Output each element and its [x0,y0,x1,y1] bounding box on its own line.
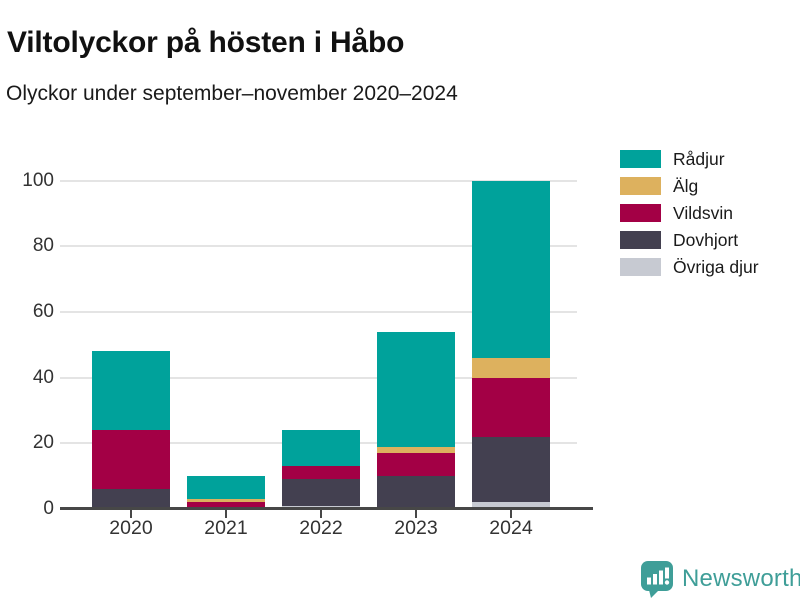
bar-segment-2020-Dovhjort [92,489,170,509]
bar-segment-2022-Rådjur [282,430,360,467]
bar-segment-2020-Rådjur [92,351,170,431]
x-tick-2022 [320,510,322,518]
bar-segment-2024-Övriga djur [472,502,550,509]
brand-name: Newsworthy [682,565,800,592]
y-tick-label: 0 [43,498,54,519]
bar-segment-2024-Älg [472,357,550,378]
brand-footer: Newsworthy [640,560,800,598]
x-tick-label: 2024 [489,517,533,539]
x-axis-line [60,507,593,510]
y-tick-label: 60 [32,300,54,322]
legend-swatch [620,177,661,195]
x-tick-label: 2023 [394,517,438,539]
y-tick-label: 40 [32,366,54,388]
bar-segment-2021-Rådjur [187,476,265,500]
x-tick-label: 2022 [299,517,343,539]
bar-segment-2020-Vildsvin [92,430,170,490]
x-tick-2021 [225,510,227,518]
gridline-60 [60,310,577,313]
bar-segment-2023-Vildsvin [377,453,455,477]
y-tick-label: 80 [32,235,54,257]
bar-segment-2024-Vildsvin [472,377,550,437]
x-tick-2024 [510,510,512,518]
legend-swatch [620,204,661,222]
gridline-100 [60,179,577,182]
bar-segment-2022-Vildsvin [282,466,360,480]
legend-swatch [620,231,661,249]
newsworthy-logo-icon [641,561,673,598]
bar-segment-2022-Dovhjort [282,479,360,506]
bar-segment-2024-Dovhjort [472,436,550,503]
bar-segment-2024-Rådjur [472,180,550,358]
x-tick-label: 2021 [204,517,248,539]
y-tick-label: 20 [32,432,54,454]
legend-label: Rådjur [673,149,725,169]
bar-segment-2023-Älg [377,446,455,454]
x-tick-label: 2020 [109,517,153,539]
y-tick-label: 100 [22,169,54,191]
bar-segment-2021-Vildsvin [187,502,265,509]
legend-swatch [620,258,661,276]
x-tick-2020 [130,510,132,518]
plot-area [60,160,593,518]
chart-subtitle: Olyckor under september–november 2020–20… [6,82,458,105]
bar-segment-2023-Dovhjort [377,476,455,509]
legend-label: Älg [673,176,699,196]
chart-title: Viltolyckor på hösten i Håbo [7,26,405,60]
gridline-40 [60,376,577,379]
gridline-80 [60,245,577,248]
legend-label: Övriga djur [673,257,759,277]
legend-swatch [620,150,661,168]
bar-segment-2021-Älg [187,499,265,503]
bar-segment-2023-Rådjur [377,331,455,447]
x-tick-2023 [415,510,417,518]
legend-label: Dovhjort [673,230,739,250]
legend-label: Vildsvin [673,203,733,223]
